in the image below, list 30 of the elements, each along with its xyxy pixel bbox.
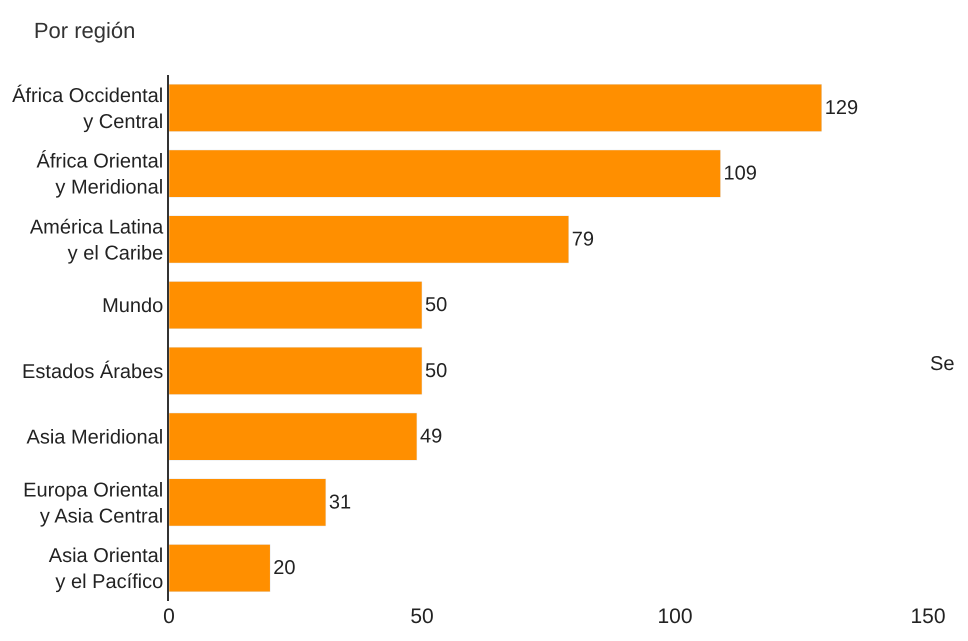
y-tick-label: África Occidental y Central (12, 84, 164, 133)
bar (169, 281, 422, 330)
x-tick-label: 150 (910, 605, 946, 628)
data-label: 49 (420, 426, 442, 448)
text: Se (930, 353, 954, 375)
y-tick-label: Europa Oriental y Asia Central (23, 479, 164, 528)
chart-title: Por región (34, 18, 136, 43)
data-label: 129 (824, 96, 858, 119)
bar (169, 478, 326, 526)
y-tick-label: América Latina y el Caribe (30, 216, 164, 264)
x-tick-label: 100 (657, 605, 693, 628)
x-tick-label: 0 (163, 605, 175, 628)
bar (169, 544, 270, 592)
y-tick-label: Asia Oriental y el Pacífico (48, 545, 164, 594)
bar (169, 412, 418, 461)
x-tick-label: 50 (410, 605, 434, 628)
bar (169, 346, 422, 395)
data-label: 31 (328, 491, 352, 514)
data-label: 50 (425, 360, 448, 382)
y-tick-label: África Oriental y Meridional (36, 150, 164, 199)
bar (169, 150, 721, 198)
bar (169, 215, 569, 264)
y-tick-label: Estados Árabes (22, 360, 164, 383)
data-label: 20 (273, 557, 296, 580)
bar (169, 84, 822, 132)
y-tick-label: Asia Meridional (26, 426, 164, 449)
data-label: 50 (425, 294, 448, 316)
data-label: 79 (572, 228, 594, 250)
data-label: 109 (724, 162, 757, 185)
y-tick-label: Mundo (102, 295, 164, 318)
